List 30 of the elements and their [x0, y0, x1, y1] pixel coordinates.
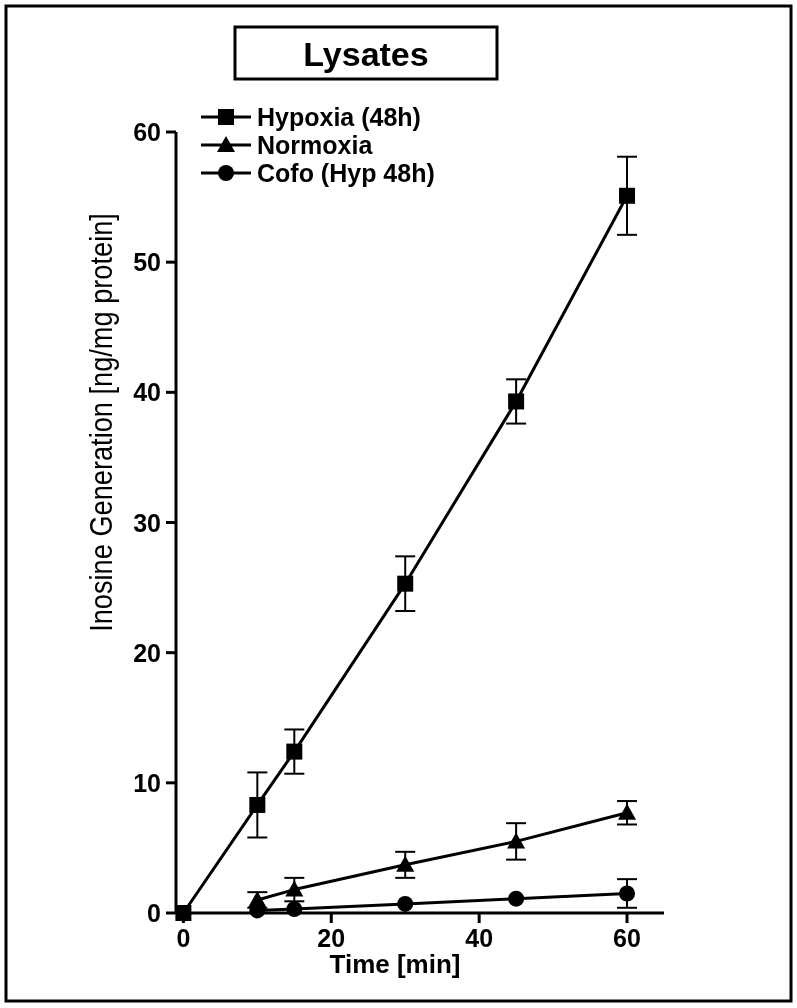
x-tick-label: 40: [465, 924, 494, 952]
x-tick-label: 60: [613, 924, 641, 952]
point: [619, 885, 636, 902]
y-tick-label: 10: [133, 768, 161, 797]
x-axis-title: Time [min]: [329, 949, 461, 979]
point: [508, 393, 525, 410]
point: [285, 880, 304, 897]
y-tick-label: 50: [133, 248, 161, 277]
y-tick-label: 20: [133, 638, 161, 667]
legend-label: Cofo (Hyp 48h): [257, 159, 435, 187]
point: [286, 901, 303, 918]
point: [397, 895, 414, 912]
point: [619, 187, 636, 204]
x-tick-label: 0: [176, 924, 191, 952]
point: [286, 743, 303, 760]
legend-label: Hypoxia (48h): [257, 103, 421, 131]
chart-title: Lysates: [303, 35, 429, 73]
legend-label: Normoxia: [257, 131, 374, 159]
x-tick-label: 20: [317, 924, 346, 952]
y-tick-label: 0: [147, 899, 161, 927]
y-tick-label: 40: [133, 378, 161, 407]
y-axis-title: Inosine Generation [ng/mg protein]: [82, 213, 119, 632]
point: [397, 575, 414, 592]
point: [618, 803, 637, 820]
y-tick-label: 30: [133, 508, 161, 537]
point: [507, 832, 526, 849]
point: [249, 796, 266, 813]
point: [396, 855, 415, 872]
y-tick-label: 60: [133, 118, 161, 146]
point: [508, 890, 525, 907]
